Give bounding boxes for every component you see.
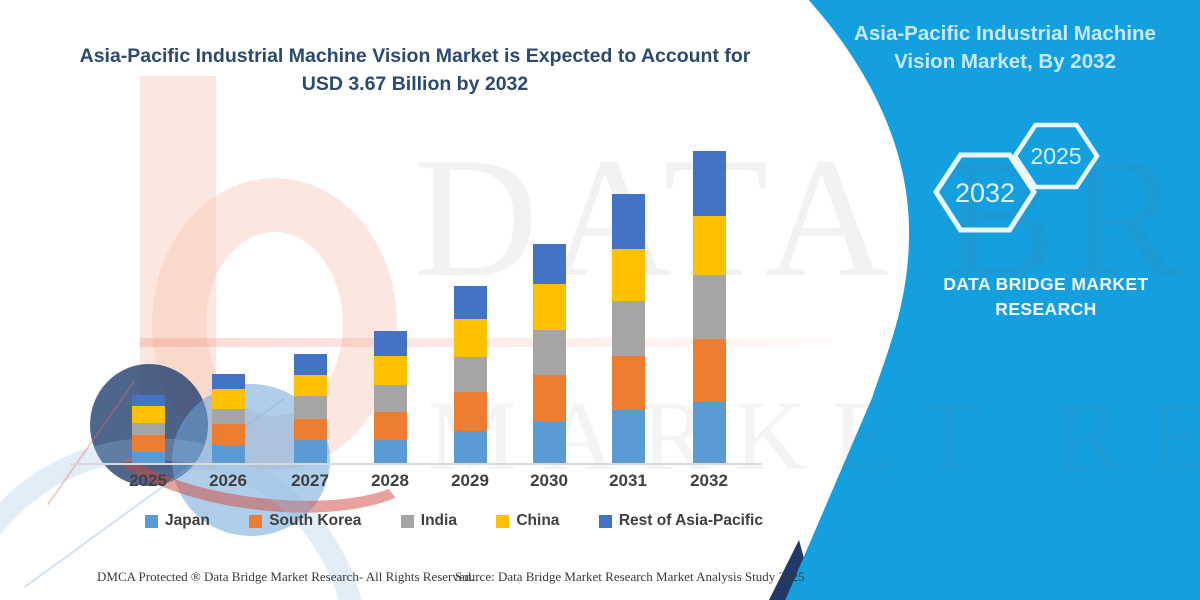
bar-2028: 2028	[371, 331, 409, 490]
segment-japan-2028	[373, 440, 407, 463]
segment-rest-of-asia-pacific-2032	[692, 151, 726, 216]
brand-text: DATA BRIDGE MARKET RESEARCH	[920, 272, 1172, 322]
segment-south-korea-2028	[373, 411, 407, 440]
hexagon-2032-label: 2032	[955, 178, 1015, 208]
segment-japan-2029	[453, 430, 487, 463]
segment-south-korea-2030	[532, 375, 566, 421]
legend-swatch-icon	[400, 514, 414, 528]
segment-china-2032	[692, 215, 726, 276]
panel-heading-line2: Vision Market, By 2032	[894, 50, 1116, 73]
x-axis-label-2032: 2032	[690, 471, 728, 490]
segment-china-2031	[611, 248, 645, 301]
chart-title-line2: USD 3.67 Billion by 2032	[301, 73, 529, 95]
bar-2032: 2032	[690, 151, 728, 490]
segment-rest-of-asia-pacific-2027	[293, 354, 327, 376]
segment-rest-of-asia-pacific-2030	[532, 243, 566, 284]
segment-japan-2031	[611, 409, 645, 463]
legend-swatch-icon	[598, 514, 612, 528]
segment-india-2030	[532, 330, 566, 376]
x-axis-label-2030: 2030	[530, 471, 568, 490]
hexagon-2025-label: 2025	[1030, 143, 1081, 169]
legend-item-india: India	[400, 512, 457, 530]
chart-title: Asia-Pacific Industrial Machine Vision M…	[75, 42, 755, 98]
chart-title-line1: Asia-Pacific Industrial Machine Vision M…	[79, 45, 751, 67]
segment-rest-of-asia-pacific-2028	[373, 331, 407, 356]
panel-heading-line1: Asia-Pacific Industrial Machine	[854, 22, 1156, 45]
legend-label: Rest of Asia-Pacific	[618, 512, 763, 529]
brand-line1: DATA BRIDGE MARKET	[943, 274, 1149, 294]
segment-south-korea-2029	[453, 392, 487, 431]
legend-swatch-icon	[145, 514, 158, 528]
x-axis-line	[70, 463, 762, 465]
segment-south-korea-2032	[692, 338, 726, 402]
x-axis-label-2028: 2028	[371, 471, 409, 490]
brand-line2: RESEARCH	[995, 299, 1097, 319]
panel-background-shape	[785, 0, 1200, 600]
segment-rest-of-asia-pacific-2029	[453, 286, 487, 320]
segment-china-2028	[373, 355, 407, 385]
legend-item-china: China	[496, 512, 559, 530]
segment-india-2028	[373, 384, 407, 412]
legend-label: China	[516, 512, 560, 529]
segment-rest-of-asia-pacific-2031	[611, 194, 645, 249]
x-axis-label-2031: 2031	[609, 471, 647, 490]
bar-2030: 2030	[530, 243, 568, 490]
bar-2031: 2031	[609, 194, 647, 490]
x-axis-label-2029: 2029	[451, 471, 489, 490]
segment-india-2029	[453, 356, 487, 393]
hexagon-2025	[1012, 122, 1100, 190]
bar-2029: 2029	[451, 286, 489, 490]
segment-china-2029	[453, 319, 487, 357]
legend-label: India	[420, 512, 457, 529]
segment-japan-2030	[532, 420, 566, 463]
segment-india-2031	[611, 300, 645, 356]
legend-item-rest-of-asia-pacific: Rest of Asia-Pacific	[598, 512, 763, 530]
segment-china-2030	[532, 283, 566, 331]
panel-heading: Asia-Pacific Industrial Machine Vision M…	[848, 20, 1162, 76]
segment-south-korea-2031	[611, 356, 645, 410]
footer-dmca-text: DMCA Protected ® Data Bridge Market Rese…	[97, 569, 475, 584]
legend-swatch-icon	[496, 514, 510, 528]
segment-india-2032	[692, 275, 726, 339]
hexagon-2032	[933, 152, 1037, 233]
segment-japan-2032	[692, 401, 726, 463]
footer-source-text: Source: Data Bridge Market Research Mark…	[455, 569, 805, 584]
